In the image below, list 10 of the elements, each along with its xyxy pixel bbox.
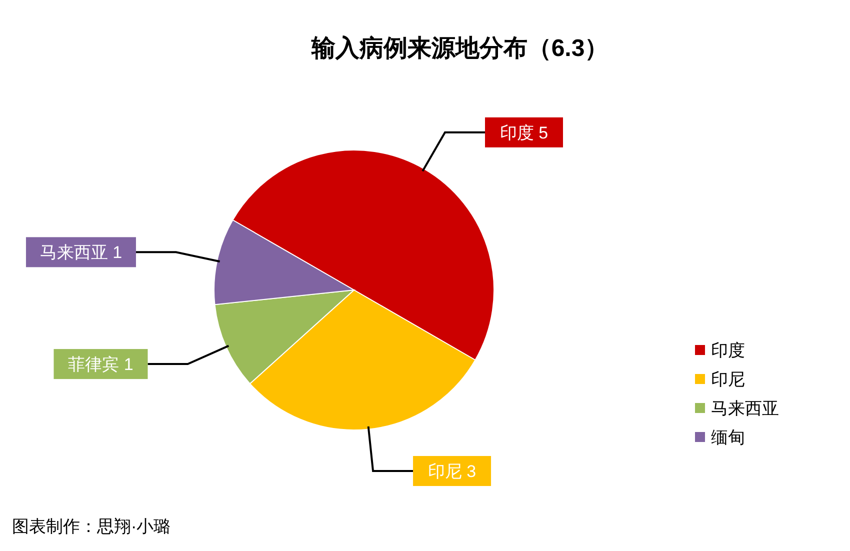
- data-label: 马来西亚 1: [40, 243, 122, 262]
- data-label: 菲律宾 1: [68, 355, 134, 374]
- text: 图表制作：思翔·小璐: [12, 517, 171, 536]
- chart-title: 输入病例来源地分布（6.3）: [310, 35, 609, 62]
- legend-label: 印尼: [711, 370, 745, 389]
- data-label: 印尼 3: [428, 462, 476, 482]
- legend-label: 缅甸: [711, 428, 745, 447]
- data-label: 印度 5: [500, 123, 548, 142]
- legend-label: 印度: [711, 341, 745, 360]
- legend-label: 马来西亚: [711, 399, 779, 418]
